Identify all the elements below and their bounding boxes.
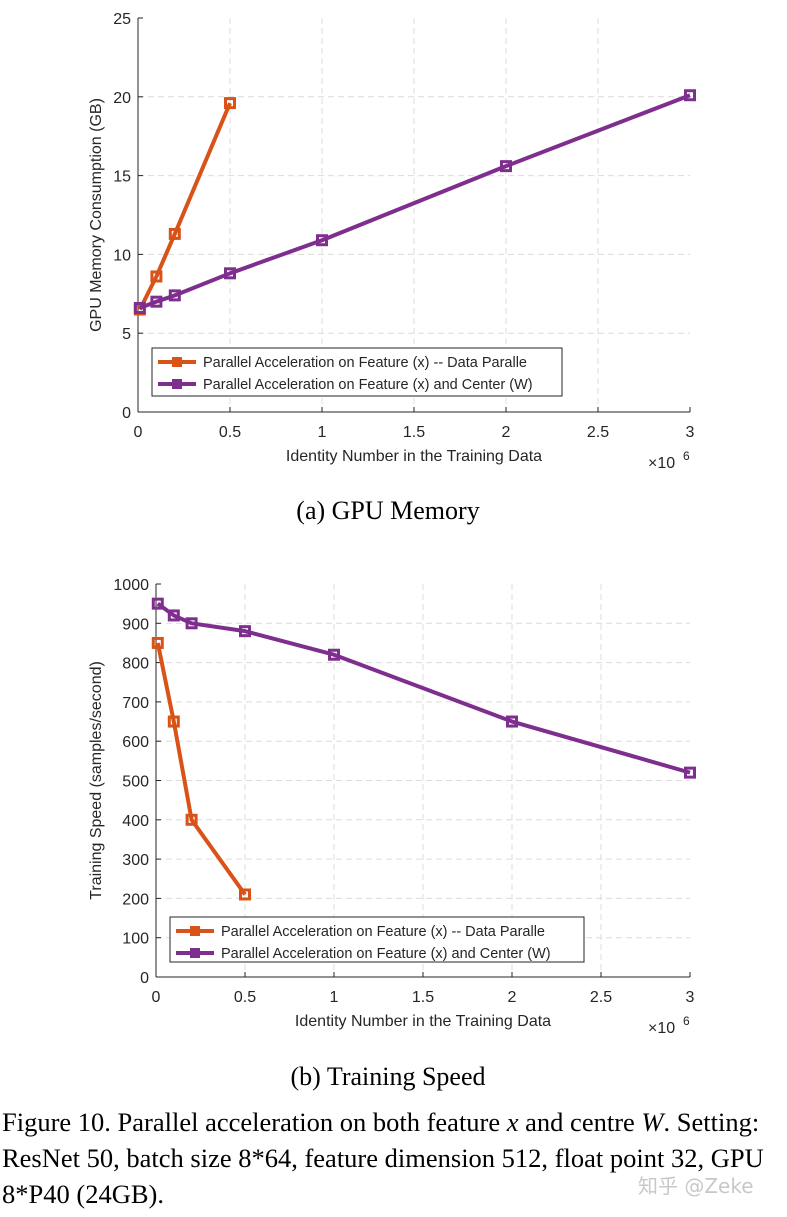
legend-box [169,916,585,963]
data-point-marker [316,234,328,247]
series-line-1 [155,642,247,896]
x-axis-label: Identity Number in the Training Data [286,448,542,465]
y-tick-label: 15 [113,169,131,186]
data-point-marker [328,648,340,661]
y-tick-label: 5 [122,326,131,343]
x-multiplier-exponent: 6 [683,449,690,463]
chart-gpu-memory: 0 0.5 1 1.5 2 2.5 3 0 5 10 15 20 25 Identity Number i… [88,11,696,472]
caption-setting: Setting: ResNet 50, batch size 8*64, fea… [2,1107,764,1209]
legend-swatch-marker [172,357,182,367]
series-line-1 [138,102,232,311]
data-point-marker [185,617,198,630]
x-tick-label: 2 [508,989,517,1006]
x-multiplier: ×10 [648,1020,675,1037]
data-point-marker [224,267,236,280]
series-line-2 [139,93,691,310]
y-tick-label: 0 [140,970,149,987]
data-point-marker [150,270,163,283]
data-point-marker [168,289,181,302]
figure-caption: Figure 10. Parallel acceleration on both… [2,1104,784,1212]
legend-swatch-marker [190,948,200,958]
x-tick-label: 2.5 [590,989,612,1006]
y-tick-label: 200 [122,891,149,908]
caption-var-x: x [506,1107,519,1137]
watermark: 知乎 @Zeke [638,1174,754,1198]
legend-label: Parallel Acceleration on Feature (x) and… [203,377,533,393]
data-point-marker [684,89,696,102]
data-point-marker [506,715,518,728]
x-tick-label: 1 [318,424,327,441]
x-tick-label: 1 [330,989,339,1006]
y-tick-label: 900 [122,616,149,633]
legend-label: Parallel Acceleration on Feature (x) and… [221,946,551,962]
data-point-marker [239,888,251,901]
x-axis-label: Identity Number in the Training Data [295,1013,551,1030]
caption-text-3: . [663,1107,671,1137]
legend-label: Parallel Acceleration on Feature (x) -- … [203,355,527,371]
legend-swatch-marker [172,379,182,389]
data-point-marker [168,227,181,240]
x-multiplier: ×10 [648,455,675,472]
y-tick-label: 700 [122,695,149,712]
caption-text-1: Figure 10. Parallel acceleration on both… [2,1107,507,1137]
y-tick-label: 100 [122,931,149,948]
x-tick-label: 3 [686,989,695,1006]
x-tick-label: 0.5 [219,424,241,441]
data-point-marker [167,715,180,728]
caption-text-2: and centre [518,1107,642,1137]
data-point-marker [224,97,236,110]
x-tick-label: 1.5 [403,424,425,441]
data-point-marker [239,625,251,638]
legend-swatch-marker [190,926,200,936]
y-tick-label: 500 [122,774,149,791]
subcaption-a: (a) GPU Memory [296,496,479,525]
x-multiplier-exponent: 6 [683,1014,690,1028]
y-tick-label: 20 [113,90,131,107]
y-tick-label: 1000 [113,577,149,594]
subcaption-b: (b) Training Speed [291,1062,486,1091]
data-point-marker [185,813,198,826]
data-point-marker [151,597,164,610]
x-tick-label: 0 [152,989,161,1006]
data-point-marker [133,301,146,314]
y-tick-label: 400 [122,813,149,830]
data-point-marker [500,160,512,173]
y-tick-label: 600 [122,734,149,751]
y-tick-label: 0 [122,405,131,422]
x-tick-label: 2.5 [587,424,609,441]
x-tick-label: 1.5 [412,989,434,1006]
x-tick-label: 2 [502,424,511,441]
data-point-marker [684,766,696,779]
x-tick-label: 0.5 [234,989,256,1006]
x-tick-label: 0 [134,424,143,441]
x-tick-label: 3 [686,424,695,441]
caption-var-w: W [641,1107,664,1137]
y-tick-label: 10 [113,247,131,264]
y-tick-label: 800 [122,656,149,673]
legend-box [151,347,563,397]
legend-label: Parallel Acceleration on Feature (x) -- … [221,924,545,940]
data-point-marker [150,295,163,308]
y-tick-label: 25 [113,11,131,28]
chart-training-speed: 0 0.5 1 1.5 2 2.5 3 0 100 200 300 400 500 600 700 800 90… [88,577,696,1037]
data-point-marker [151,636,164,649]
data-point-marker [167,609,180,622]
y-axis-label: GPU Memory Consumption (GB) [88,98,105,332]
y-axis-label: Training Speed (samples/second) [88,661,105,900]
series-line-2 [156,602,691,775]
y-tick-label: 300 [122,852,149,869]
